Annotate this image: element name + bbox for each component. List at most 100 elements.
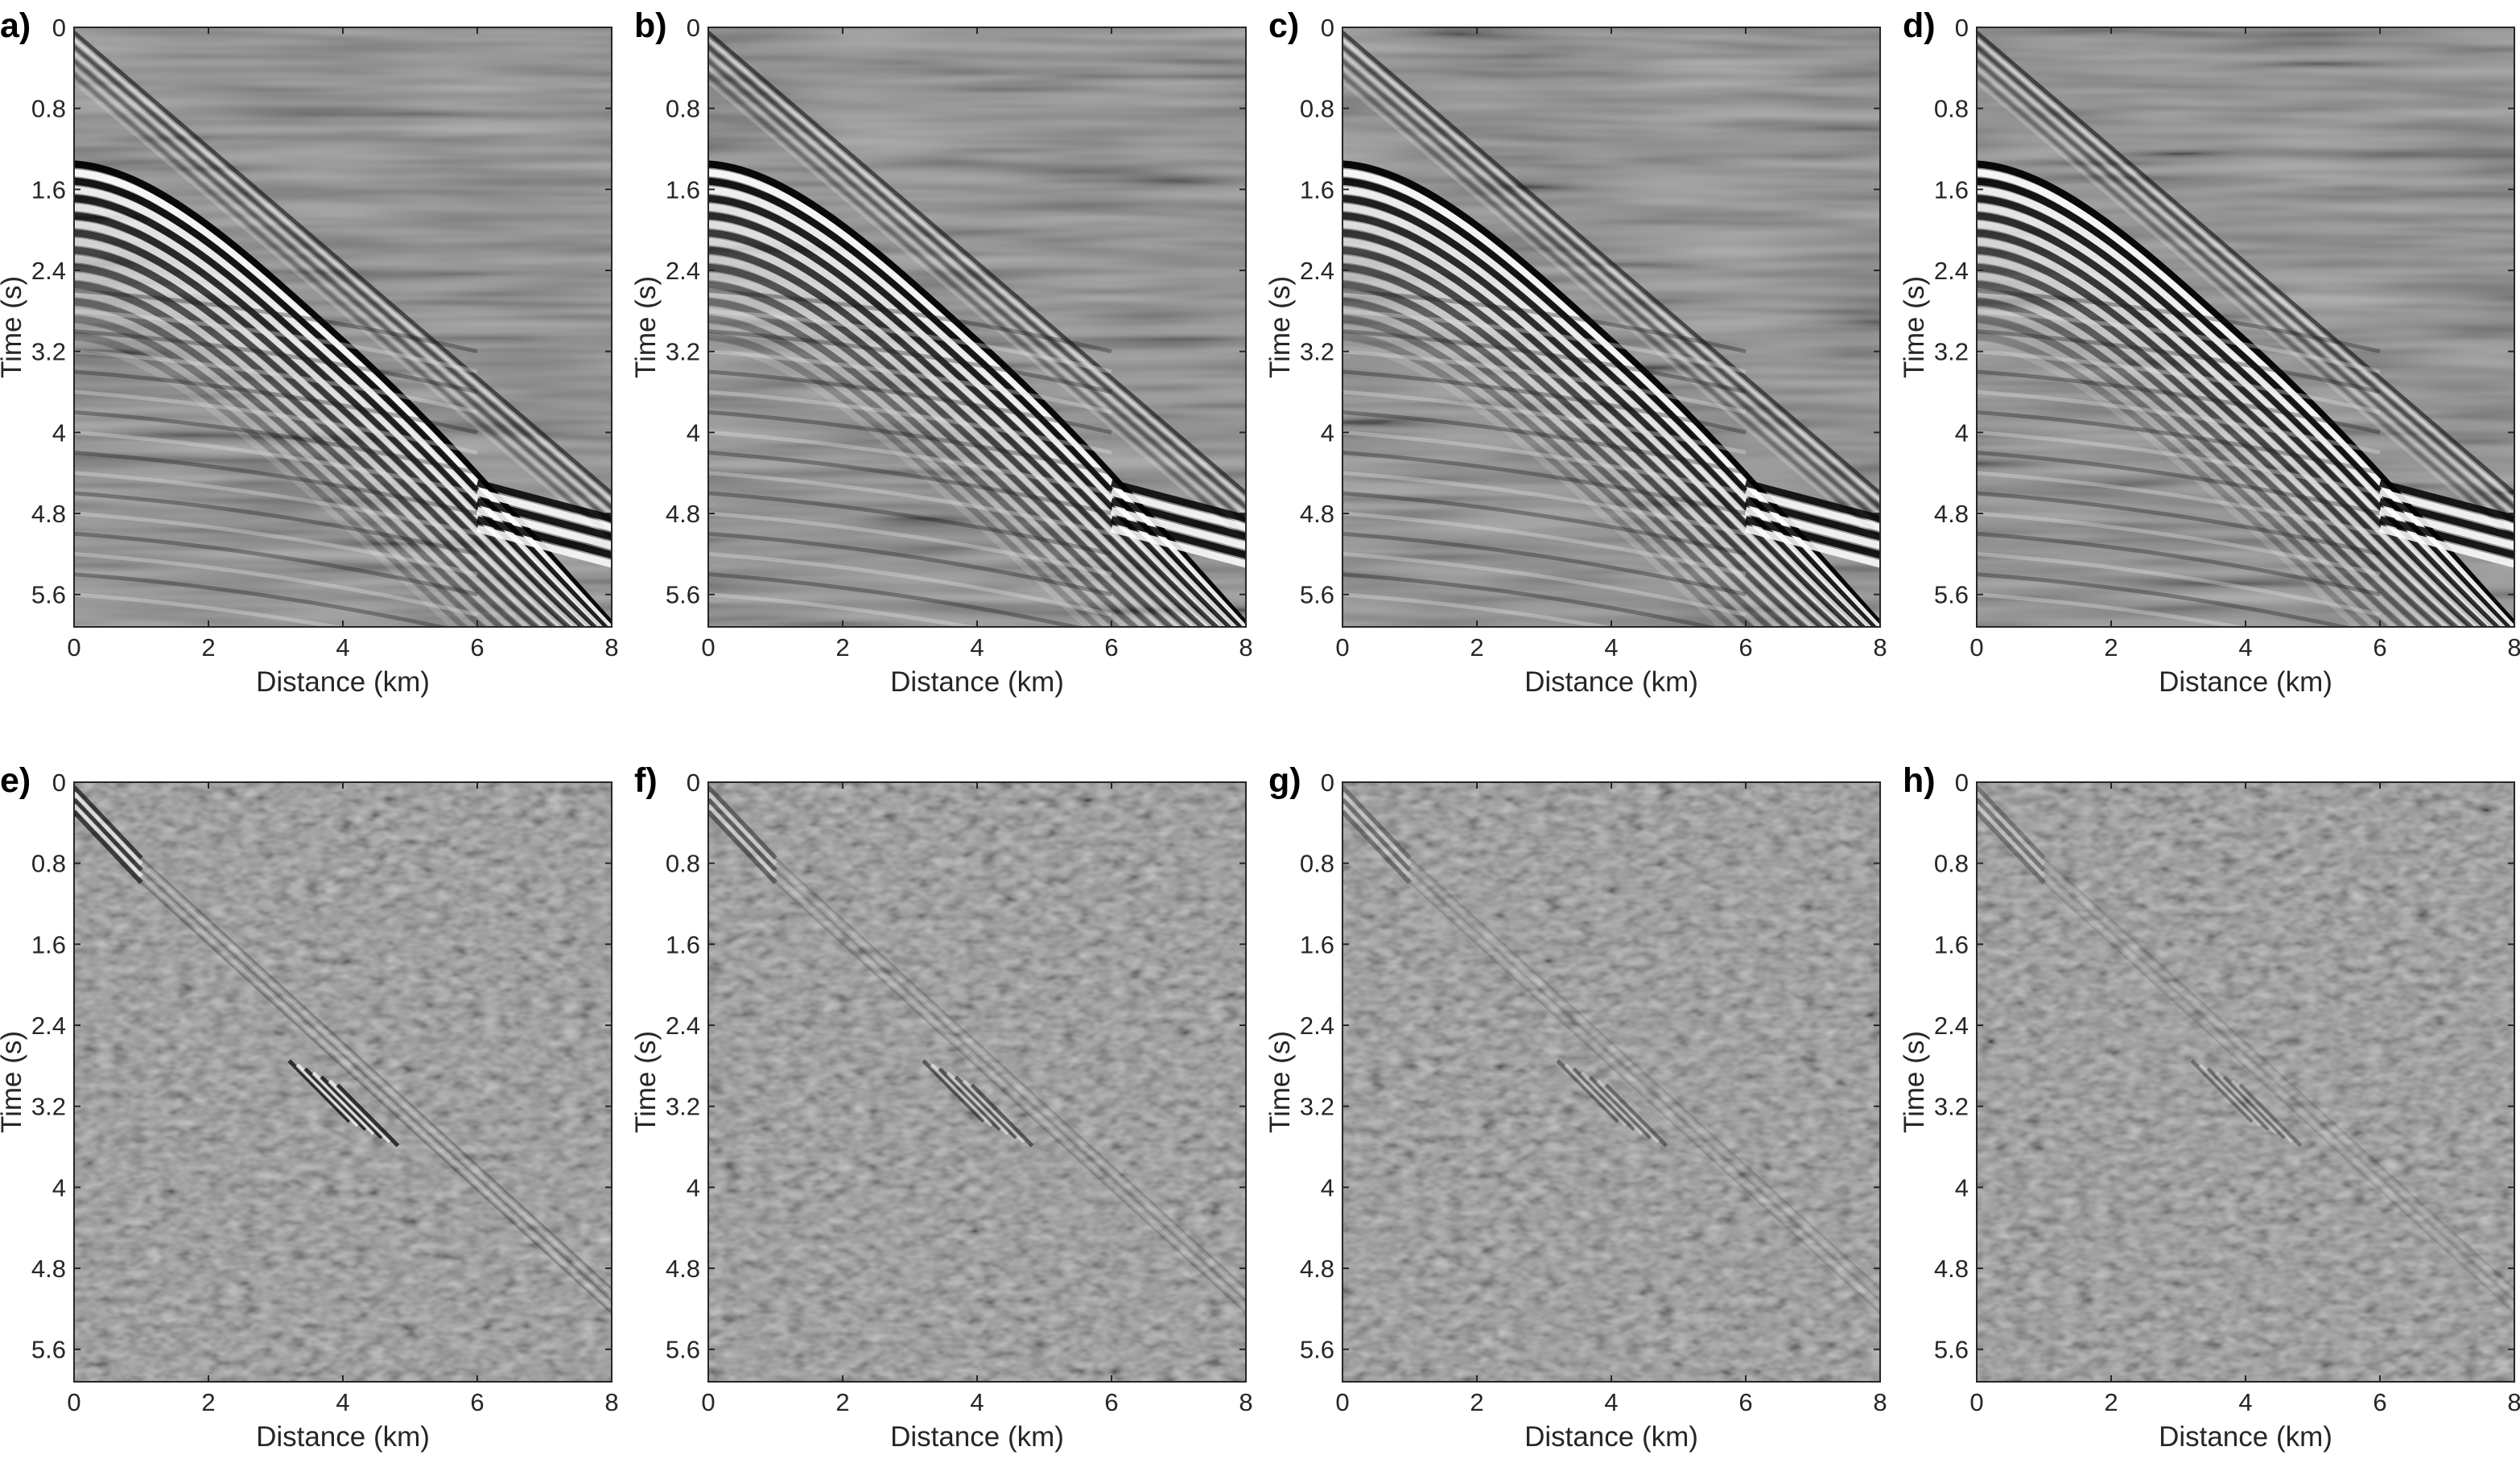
y-tick-label: 0.8 — [1934, 95, 1969, 123]
deep-reflection — [708, 430, 1112, 496]
seismic-image — [1977, 782, 2514, 1382]
reflection-wavelet — [708, 195, 1232, 627]
reflection-wavelet — [708, 220, 1214, 627]
reflection-wavelet — [708, 272, 1167, 627]
direct-arrival-wavelet — [1342, 45, 1880, 509]
y-axis-label: Time (s) — [0, 276, 27, 378]
x-tick-label: 4 — [2238, 633, 2252, 661]
y-tick-label: 0 — [1321, 769, 1334, 797]
panel-c: 0 2 4 6 8 0 0.8 1.6 2.4 3.2 4 4.8 5.6 Distance (km) Ti… — [1264, 6, 1887, 698]
reflection-wavelet — [74, 203, 592, 627]
residual-burst — [2222, 1075, 2287, 1140]
deep-reflection — [1977, 308, 2381, 374]
residual-wavefront — [2043, 875, 2514, 1308]
y-tick-label: 4 — [1955, 1173, 1969, 1201]
deep-reflection — [1977, 329, 2381, 394]
reflection-wavelet — [708, 203, 1227, 627]
residual-wavefront — [2043, 857, 2514, 1290]
x-tick-label: 6 — [2373, 633, 2386, 661]
residual-direct-arrival — [708, 803, 777, 879]
x-tick-label: 0 — [1335, 1388, 1349, 1416]
residual-direct-arrival — [74, 791, 143, 866]
reflection-wavelet — [1977, 281, 2427, 627]
x-tick-label: 2 — [835, 1388, 849, 1416]
reflection-wavelet — [74, 298, 506, 627]
direct-arrival-wavelet — [74, 80, 612, 545]
residual-wavefront — [1408, 863, 1880, 1296]
x-tick-label: 8 — [2507, 1388, 2520, 1416]
residual-wavefront — [774, 863, 1246, 1296]
seismic-image — [708, 27, 1246, 627]
y-axis-label: Time (s) — [0, 1031, 27, 1133]
x-tick-label: 2 — [201, 633, 215, 661]
reflection-wavelet — [708, 281, 1158, 627]
residual-burst — [922, 1059, 986, 1123]
residual-burst — [938, 1067, 1002, 1131]
head-wave — [1110, 488, 1246, 532]
panel-letter: c) — [1268, 6, 1299, 45]
x-tick-label: 0 — [67, 1388, 80, 1416]
deep-reflection — [74, 551, 478, 617]
y-tick-label: 1.6 — [31, 930, 66, 958]
deep-reflection — [1977, 288, 2381, 354]
residual-burst — [287, 1059, 352, 1123]
residual-burst — [930, 1063, 994, 1127]
reflection-wavelet — [74, 255, 550, 627]
reflection-wavelet — [708, 212, 1220, 627]
deep-reflection — [708, 592, 981, 627]
reflection-wavelet — [1977, 315, 2390, 627]
y-tick-label: 5.6 — [31, 1336, 66, 1364]
x-tick-label: 4 — [336, 1388, 349, 1416]
reflection-wavelet — [74, 195, 598, 627]
y-tick-label: 2.4 — [1934, 257, 1969, 285]
deep-reflection — [1342, 410, 1747, 476]
residual-wavefront — [140, 869, 612, 1302]
deep-reflection — [1342, 389, 1747, 455]
reflection-wavelet — [708, 298, 1140, 627]
deep-reflection — [708, 451, 1112, 516]
deep-reflection — [1977, 369, 2381, 435]
residual-direct-arrival — [1977, 803, 2046, 879]
deep-reflection — [74, 511, 478, 576]
direct-arrival-wavelet — [1977, 59, 2514, 524]
reflection-wavelet — [1342, 169, 1880, 627]
x-axis-label: Distance (km) — [890, 1421, 1064, 1453]
direct-arrival-wavelet — [708, 80, 1246, 545]
reflection-wavelet — [74, 307, 497, 627]
reflection-wavelet — [1342, 212, 1854, 627]
head-wave — [2378, 479, 2514, 522]
residual-burst — [1580, 1071, 1644, 1135]
y-tick-label: 4 — [52, 1173, 66, 1201]
y-tick-label: 0.8 — [31, 850, 66, 878]
reflection-wavelet — [1977, 272, 2435, 627]
x-tick-label: 0 — [1969, 633, 1983, 661]
noise-texture — [74, 782, 612, 1382]
seismic-image — [1342, 782, 1880, 1382]
y-tick-label: 0.8 — [666, 95, 700, 123]
deep-reflection — [74, 592, 347, 627]
residual-burst — [962, 1079, 1026, 1144]
deep-reflection — [708, 389, 1112, 455]
direct-arrival-wavelet — [1977, 73, 2514, 538]
deep-reflection — [1342, 288, 1747, 354]
y-tick-label: 1.6 — [666, 930, 700, 958]
direct-arrival-wavelet — [1342, 73, 1880, 538]
residual-direct-arrival — [1977, 810, 2046, 884]
reflection-wavelet — [74, 315, 488, 627]
x-tick-label: 2 — [1470, 633, 1483, 661]
reflection-wavelet — [1342, 203, 1861, 627]
direct-arrival-wavelet — [1342, 59, 1880, 524]
deep-reflection — [1342, 369, 1747, 435]
reflection-wavelet — [1977, 332, 2372, 627]
residual-burst — [2230, 1079, 2295, 1144]
y-tick-label: 1.6 — [1934, 930, 1969, 958]
y-tick-label: 3.2 — [666, 338, 700, 366]
head-wave — [1110, 506, 1246, 550]
residual-direct-arrival — [1977, 791, 2046, 866]
head-wave — [1110, 479, 1246, 522]
residual-direct-arrival — [708, 785, 777, 860]
panel-a: 0 2 4 6 8 0 0.8 1.6 2.4 3.2 4 4.8 5.6 Distance (km) Ti… — [0, 6, 619, 698]
head-wave — [476, 525, 612, 568]
reflection-wavelet — [1977, 341, 2363, 627]
